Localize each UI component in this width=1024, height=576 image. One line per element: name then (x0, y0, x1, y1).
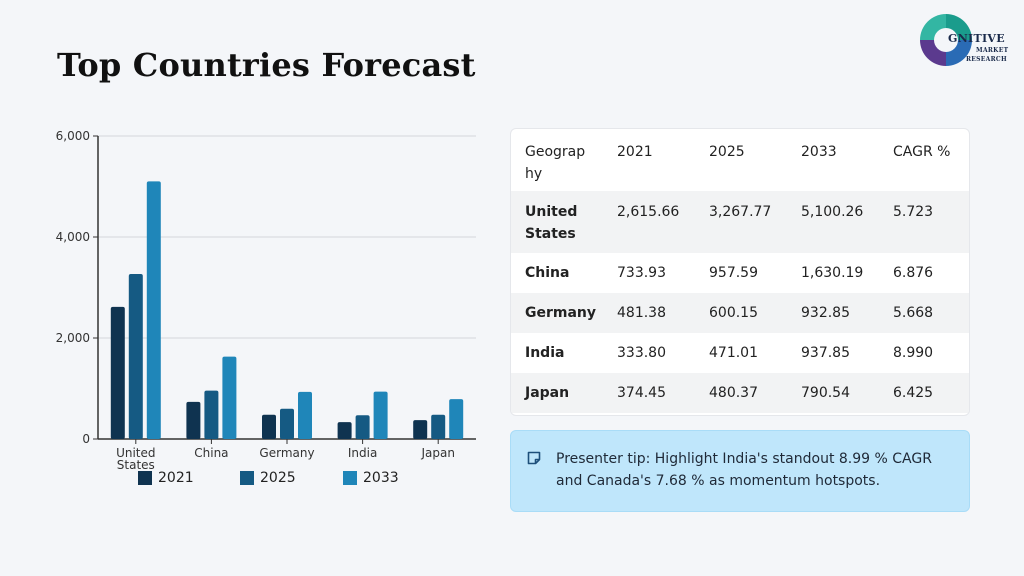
bar (128, 273, 143, 439)
bar (146, 181, 161, 439)
x-tick-label-line: States (117, 458, 155, 470)
cell-2033: 937.85 (801, 345, 850, 361)
cell-2025: 480.37 (709, 385, 758, 401)
x-tick-label: China (194, 446, 228, 460)
bar (413, 420, 428, 439)
bar-chart: 0 2,000 4,000 6,000 United States China Germany… (56, 129, 476, 470)
logo-ring-icon (920, 14, 972, 66)
legend-item: 2025 (240, 470, 296, 486)
cell-2033: 5,100.26 (801, 204, 864, 220)
x-tick-label: Germany (259, 446, 314, 460)
y-tick-label: 0 (82, 432, 90, 446)
legend-swatch (240, 471, 254, 485)
legend-item: 2021 (138, 470, 194, 486)
x-tick-label: India (348, 446, 377, 460)
cell-cagr: 6.425 (893, 385, 934, 401)
bar (431, 414, 446, 439)
bar (262, 414, 276, 439)
cell-cagr: 6.876 (893, 265, 934, 281)
cell-geography: India (525, 345, 565, 361)
legend-label: 2033 (363, 470, 399, 486)
table-header-row: Geograp hy 2021 2025 2033 CAGR % (511, 129, 969, 191)
header-2033: 2033 (801, 144, 837, 160)
cell-2033: 1,630.19 (801, 265, 864, 281)
table-row: India 333.80 471.01 937.85 8.990 (511, 333, 969, 373)
bar (355, 415, 370, 439)
legend-label: 2025 (260, 470, 296, 486)
cell-2021: 481.38 (617, 305, 666, 321)
y-tick-label: 6,000 (56, 129, 90, 143)
header-2021: 2021 (617, 144, 653, 160)
cell-geography: Japan (525, 385, 570, 401)
bar (222, 356, 237, 439)
forecast-table-card: Geograp hy 2021 2025 2033 CAGR % United … (510, 128, 970, 416)
presenter-tip-box: Presenter tip: Highlight India's standou… (510, 430, 970, 512)
bar (186, 401, 201, 439)
cell-2025: 600.15 (709, 305, 758, 321)
cell-2021: 2,615.66 (617, 204, 680, 220)
cognitive-logo: GNITIVE MARKET RESEARCH (918, 12, 1014, 72)
cell-2025: 471.01 (709, 345, 758, 361)
bar (373, 391, 388, 439)
header-cagr: CAGR % (893, 144, 951, 160)
y-tick-label: 2,000 (56, 331, 90, 345)
table-row: Japan 374.45 480.37 790.54 6.425 (511, 373, 969, 413)
cell-2021: 374.45 (617, 385, 666, 401)
cell-2021: 733.93 (617, 265, 666, 281)
note-icon (527, 451, 541, 465)
cell-geography: Germany (525, 305, 597, 321)
legend-swatch (138, 471, 152, 485)
table-row: Germany 481.38 600.15 932.85 5.668 (511, 293, 969, 333)
cell-cagr: 5.668 (893, 305, 934, 321)
page-title: Top Countries Forecast (57, 46, 476, 84)
cell-2033: 790.54 (801, 385, 850, 401)
logo-sub-market: MARKET (976, 47, 1009, 54)
x-tick-label-line: United (116, 446, 155, 460)
bar (337, 422, 352, 439)
bar (110, 306, 125, 439)
cell-2021: 333.80 (617, 345, 666, 361)
bar (280, 408, 294, 439)
cell-geography: United States (525, 204, 578, 242)
legend-item: 2033 (343, 470, 399, 486)
y-tick-label: 4,000 (56, 230, 90, 244)
cell-cagr: 8.990 (893, 345, 934, 361)
cell-2025: 3,267.77 (709, 204, 772, 220)
legend-label: 2021 (158, 470, 194, 486)
bar (298, 391, 312, 439)
logo-sub-research: RESEARCH (966, 56, 1007, 63)
forecast-table: Geograp hy 2021 2025 2033 CAGR % United … (511, 129, 969, 413)
table-row: China 733.93 957.59 1,630.19 6.876 (511, 253, 969, 293)
x-tick-label: United States (116, 446, 155, 470)
header-2025: 2025 (709, 144, 745, 160)
presenter-tip-text: Presenter tip: Highlight India's standou… (556, 451, 932, 489)
cell-geography: China (525, 265, 570, 281)
cell-2033: 932.85 (801, 305, 850, 321)
cell-2025: 957.59 (709, 265, 758, 281)
cell-cagr: 5.723 (893, 204, 934, 220)
bar (449, 399, 464, 439)
legend-swatch (343, 471, 357, 485)
header-geography: Geograp hy (525, 144, 586, 182)
x-tick-label: Japan (420, 446, 454, 460)
logo-word: GNITIVE (948, 32, 1005, 45)
bar (204, 390, 219, 439)
table-row: United States 2,615.66 3,267.77 5,100.26… (511, 191, 969, 253)
